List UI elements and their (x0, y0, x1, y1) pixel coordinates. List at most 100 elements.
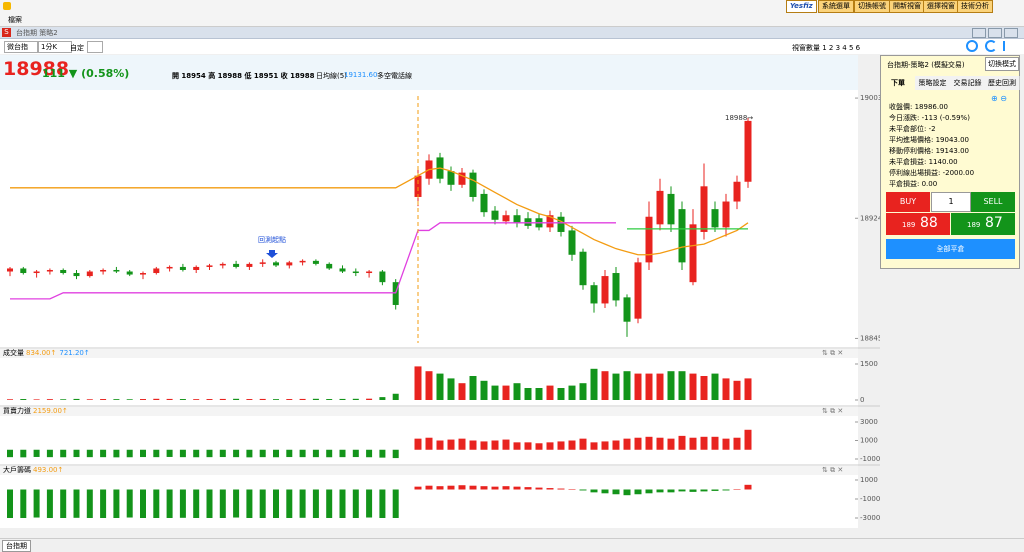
tab[interactable]: 交易記錄 (950, 76, 986, 90)
symbol-select[interactable]: 微台指 (4, 41, 38, 53)
candle-body (524, 218, 532, 226)
bar (579, 489, 587, 491)
menu-button[interactable]: 技術分析 (957, 0, 993, 13)
bar (480, 486, 488, 490)
info-line: 移動停利價格: 19143.00 (889, 147, 969, 155)
top-bar: 檔案 Yesfiz 系統選單 切換帳號 開新視窗 選擇視窗 技術分析 (0, 0, 1024, 27)
bar (469, 376, 477, 400)
bar (100, 399, 107, 400)
info-line: 平倉損益: 0.00 (889, 180, 938, 188)
candle-body (623, 297, 631, 322)
info-line: 今日漲跌: -113 (-0.59%) (889, 114, 970, 122)
legend-value: 493.00↑ (33, 466, 63, 474)
bar (458, 383, 466, 400)
candle-body (689, 224, 697, 283)
annotation: 回測起點 (258, 235, 286, 244)
custom-input[interactable] (87, 41, 103, 53)
window-count[interactable]: 視窗數量 1 2 3 4 5 6 (792, 44, 861, 52)
buy-button[interactable]: BUY (886, 192, 930, 212)
bar (447, 485, 455, 490)
window-controls[interactable] (972, 28, 1020, 38)
menu-file[interactable]: 檔案 (8, 16, 22, 24)
ask-button[interactable]: 189 87 (951, 213, 1015, 235)
bar (524, 487, 532, 490)
close-all-button[interactable]: 全部平倉 (886, 239, 1015, 259)
candle-body (312, 260, 319, 264)
menu-button[interactable]: 系統選單 (818, 0, 854, 13)
bar (219, 489, 226, 518)
bar (535, 487, 543, 490)
candle-body (259, 262, 266, 264)
bar (711, 489, 719, 491)
candle-body (86, 271, 93, 277)
bar (126, 399, 133, 400)
bottom-tab[interactable]: 台指期 (2, 540, 31, 552)
bar (436, 486, 444, 490)
bar (153, 449, 160, 458)
bar (557, 488, 565, 490)
bar (60, 489, 67, 518)
signal-icon[interactable] (966, 40, 978, 52)
panel-controls[interactable]: ⇅ ⧉ ✕ (822, 407, 843, 415)
menu-button[interactable]: 開新視窗 (889, 0, 925, 13)
candle-body (491, 210, 499, 220)
sell-button[interactable]: SELL (971, 192, 1015, 212)
candle-body (579, 251, 587, 286)
bar (414, 438, 422, 450)
bar (436, 440, 444, 450)
bar (113, 399, 120, 400)
ask-price: 87 (985, 215, 1003, 231)
candle-body (656, 190, 664, 225)
custom-label: 自定 (70, 44, 84, 52)
tab[interactable]: 歷史回測 (985, 76, 1020, 90)
bar (113, 449, 120, 458)
bar (73, 398, 80, 400)
candle-body (100, 269, 107, 272)
window-title-bar: S 台指期 策略2 (0, 27, 1024, 39)
candle-body (502, 215, 510, 222)
bar (193, 489, 200, 518)
panel-controls[interactable]: ⇅ ⧉ ✕ (822, 349, 843, 357)
bar (259, 398, 266, 400)
bar (312, 449, 319, 458)
bar (480, 441, 488, 450)
bar (206, 399, 213, 400)
bar (568, 489, 576, 490)
candle-body (711, 209, 719, 228)
bar (645, 373, 653, 400)
bar (568, 385, 576, 400)
bid-button[interactable]: 189 88 (886, 213, 950, 235)
tab[interactable]: 策略設定 (915, 76, 951, 90)
bar (612, 440, 620, 450)
menu-button[interactable]: 選擇視窗 (923, 0, 959, 13)
tab[interactable]: 下單 (881, 76, 916, 90)
period-select[interactable]: 1分K (38, 41, 72, 53)
settings-icon[interactable] (1003, 41, 1017, 51)
ma-value: 19131.60 (344, 71, 378, 79)
bar (733, 489, 741, 490)
candle-body (601, 276, 609, 304)
candle-body (7, 268, 13, 272)
y-tick-label: 18924 (860, 214, 880, 222)
candle-body (458, 172, 466, 185)
bar (711, 373, 719, 400)
panel-controls[interactable]: ⇅ ⧉ ✕ (822, 466, 843, 474)
bar (414, 486, 422, 490)
mode-button[interactable]: 切換模式 (985, 57, 1019, 71)
qty-input[interactable]: 1 (931, 192, 971, 212)
candle-body (722, 201, 730, 228)
panel-title: 台指期-策略2 (模擬交易) (887, 61, 965, 69)
candle-body (233, 263, 240, 267)
bar (480, 380, 488, 400)
candle-body (546, 215, 554, 228)
bar (246, 449, 253, 458)
menu-button[interactable]: 切換帳號 (854, 0, 890, 13)
ask-prefix: 189 (967, 221, 981, 229)
y-tick-label: -1000 (860, 495, 880, 503)
bar (656, 489, 664, 493)
bar (524, 388, 532, 400)
refresh-icon[interactable] (985, 40, 997, 52)
candle-body (634, 262, 642, 319)
zoom-icons[interactable]: ⊕ ⊖ (991, 94, 1007, 103)
bar (352, 449, 359, 458)
